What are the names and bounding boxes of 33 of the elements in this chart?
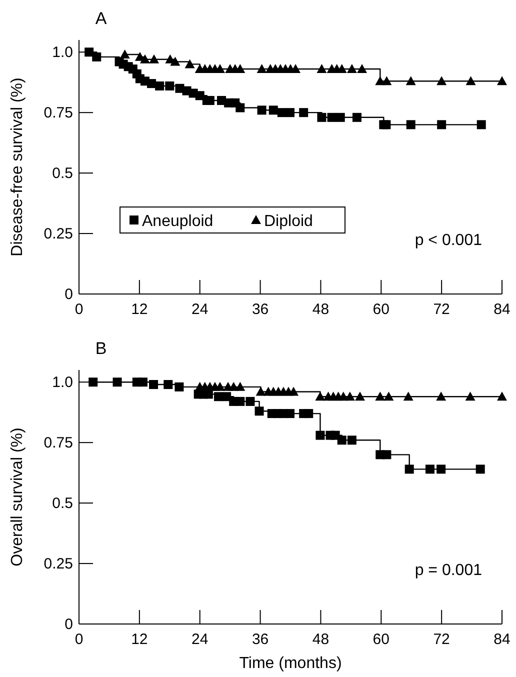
y-tick-label: 0 xyxy=(64,616,73,633)
x-tick-label: 72 xyxy=(433,301,450,318)
x-tick-label: 24 xyxy=(192,301,208,318)
x-tick-label: 84 xyxy=(494,301,510,318)
x-axis-title: Time (months) xyxy=(239,655,342,672)
x-tick-label: 36 xyxy=(252,631,269,648)
y-tick-label: 0.25 xyxy=(44,556,73,573)
chart-title: A xyxy=(95,9,108,28)
x-tick-label: 48 xyxy=(312,631,330,648)
x-tick-label: 72 xyxy=(433,631,450,648)
x-tick-label: 48 xyxy=(312,301,330,318)
y-tick-label: 0.75 xyxy=(44,434,73,452)
y-tick-label: 0.75 xyxy=(44,104,73,122)
y-axis-title: Disease-free survival (%) xyxy=(9,78,26,256)
annotation: p < 0.001 xyxy=(414,232,482,249)
legend-label: Diploid xyxy=(264,213,313,230)
x-tick-label: 84 xyxy=(494,631,510,648)
legend-label: Aneuploid xyxy=(142,213,214,230)
annotation: p = 0.001 xyxy=(414,562,482,579)
x-tick-label: 12 xyxy=(131,301,148,318)
y-tick-label: 1.0 xyxy=(52,374,73,392)
x-tick-label: 60 xyxy=(372,631,390,648)
x-tick-label: 36 xyxy=(252,301,269,318)
x-tick-label: 24 xyxy=(192,631,208,648)
y-tick-label: 0 xyxy=(64,286,73,303)
y-tick-label: 0.5 xyxy=(52,165,73,182)
y-tick-label: 0.5 xyxy=(52,495,73,512)
y-tick-label: 1.0 xyxy=(52,44,73,62)
x-tick-label: 12 xyxy=(131,631,148,648)
chart-title: B xyxy=(95,339,107,358)
y-axis-title: Overall survival (%) xyxy=(9,428,26,566)
y-tick-label: 0.25 xyxy=(44,226,73,243)
x-tick-label: 60 xyxy=(372,301,390,318)
